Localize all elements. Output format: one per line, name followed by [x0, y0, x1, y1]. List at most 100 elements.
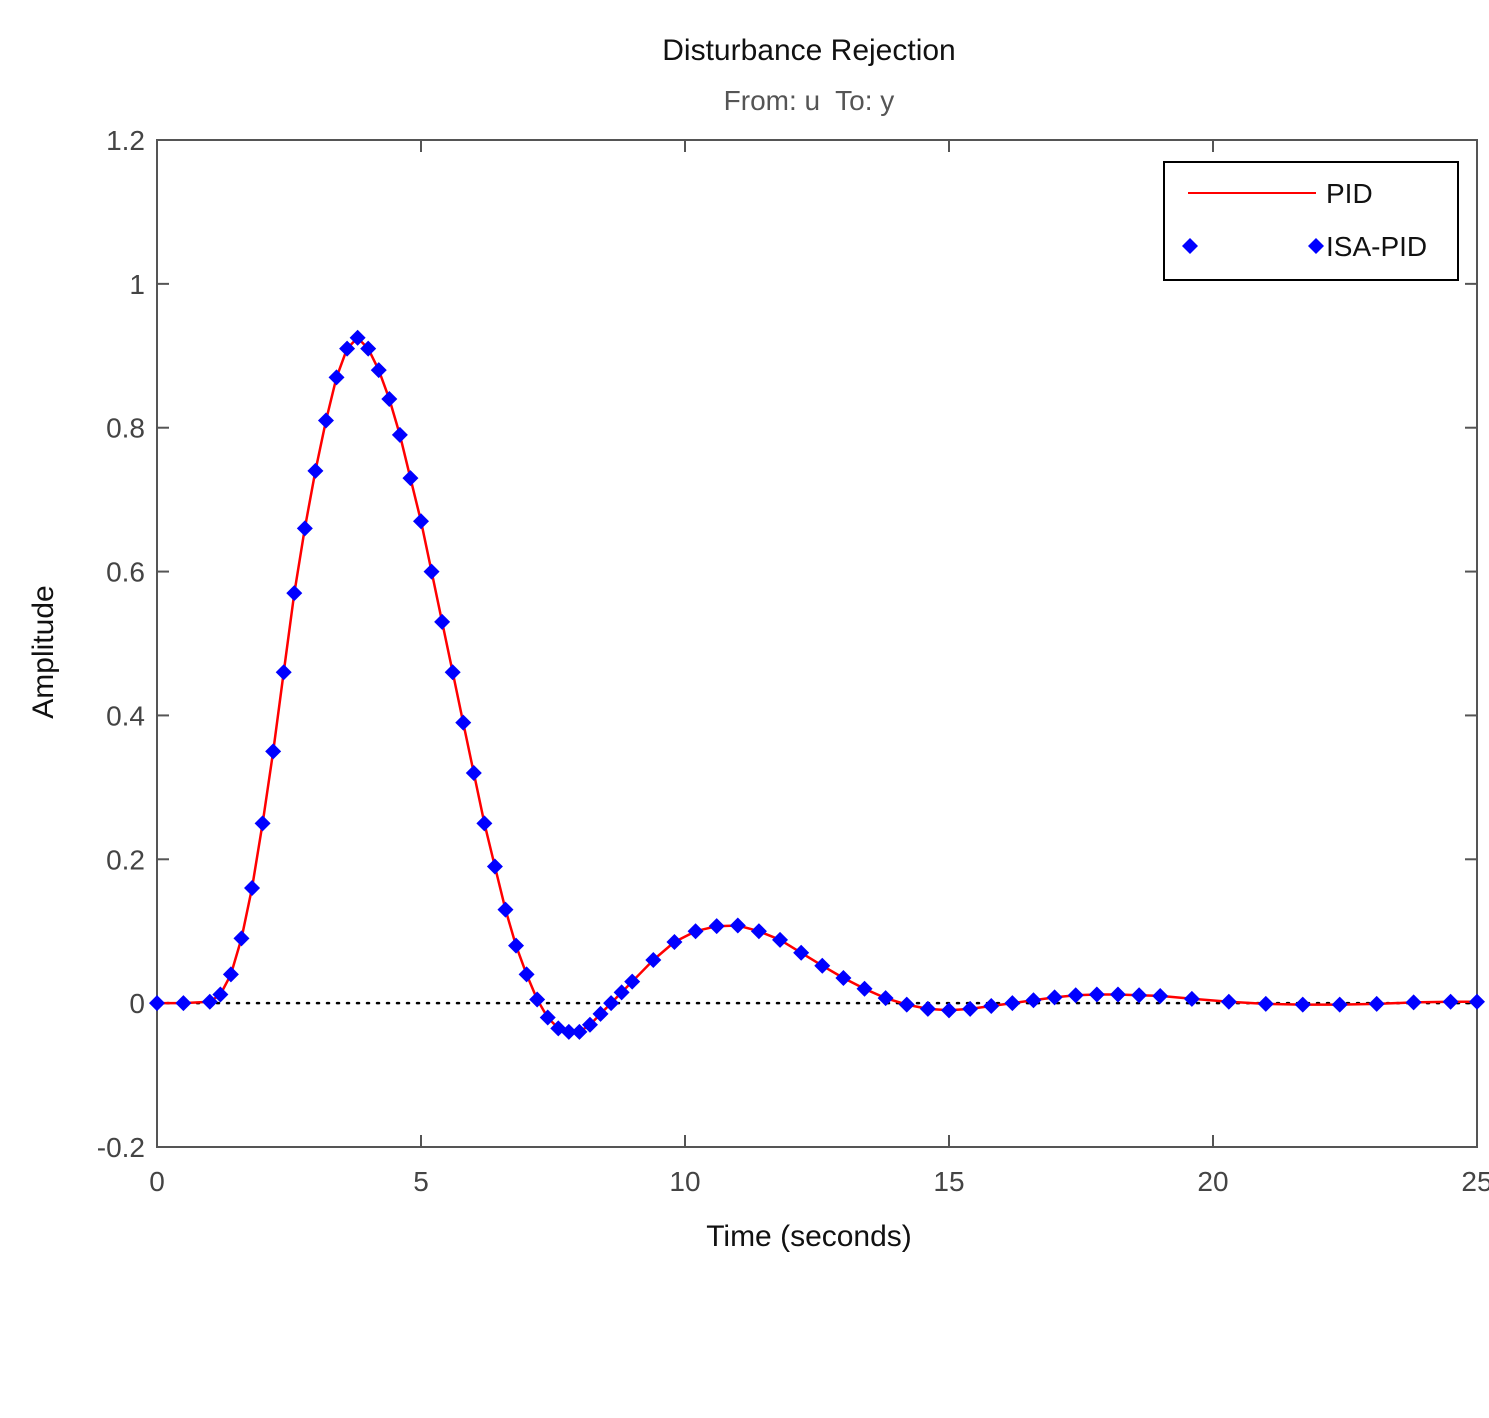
- isa-pid-point: [465, 764, 482, 781]
- isa-pid-point: [518, 966, 535, 983]
- plot-area: 0 5 10 15 20 25-0.200.20.40.60.811.2: [97, 125, 1489, 1197]
- isa-pid-point: [1131, 987, 1148, 1004]
- isa-pid-point: [381, 390, 398, 407]
- isa-pid-point: [212, 986, 229, 1003]
- x-tick-label: 5: [413, 1166, 429, 1197]
- x-tick-label: 10: [669, 1166, 700, 1197]
- isa-pid-point: [149, 995, 165, 1012]
- isa-pid-point: [624, 973, 641, 990]
- legend-swatch-isa-pid-end: [1308, 238, 1324, 254]
- isa-pid-point: [497, 901, 514, 918]
- chart-title: Disturbance Rejection: [662, 34, 955, 67]
- isa-pid-point: [317, 412, 334, 429]
- series-layer: [149, 329, 1485, 1040]
- isa-pid-point: [1152, 987, 1169, 1004]
- isa-pid-point: [1469, 993, 1485, 1010]
- isa-pid-point: [1294, 996, 1311, 1013]
- y-axis-label: Amplitude: [27, 585, 60, 718]
- isa-pid-point: [360, 340, 377, 357]
- isa-pid-point: [666, 934, 683, 951]
- isa-pid-point: [962, 1000, 979, 1017]
- isa-pid-point: [1109, 986, 1126, 1003]
- x-tick-label: 0: [149, 1166, 165, 1197]
- legend-label-pid: PID: [1326, 178, 1373, 209]
- isa-pid-point: [613, 984, 630, 1001]
- y-tick-label: 0: [129, 988, 145, 1019]
- isa-pid-point: [1183, 990, 1200, 1007]
- isa-pid-point: [476, 815, 493, 832]
- isa-pid-point: [529, 991, 546, 1008]
- isa-pid-point: [645, 951, 662, 968]
- axes-frame: [156, 139, 1478, 1148]
- isa-pid-point: [729, 917, 746, 934]
- isa-pid-point: [307, 462, 324, 479]
- isa-pid-point: [592, 1005, 609, 1022]
- isa-pid-point: [856, 980, 873, 997]
- isa-pid-point: [793, 944, 810, 961]
- isa-pid-point: [814, 957, 831, 974]
- isa-pid-point: [423, 563, 440, 580]
- isa-pid-point: [919, 1000, 936, 1017]
- isa-pid-point: [275, 664, 292, 681]
- isa-pid-point: [750, 923, 767, 940]
- y-tick-label: 0.8: [106, 413, 145, 444]
- legend-label-isa-pid: ISA-PID: [1326, 231, 1427, 262]
- x-axis-label: Time (seconds): [706, 1220, 912, 1253]
- isa-pid-point: [1331, 996, 1348, 1013]
- chart-subtitle: From: u To: y: [724, 85, 895, 116]
- isa-pid-point: [391, 426, 408, 443]
- isa-pid-point: [175, 995, 192, 1012]
- isa-pid-point: [539, 1009, 556, 1026]
- y-tick-label: 0.6: [106, 557, 145, 588]
- isa-pid-point: [1220, 993, 1237, 1010]
- isa-pid-point: [1257, 995, 1274, 1012]
- isa-pid-point: [603, 995, 620, 1012]
- legend-swatch-isa-pid: [1182, 238, 1198, 254]
- isa-pid-point: [687, 923, 704, 940]
- x-tick-label: 20: [1197, 1166, 1228, 1197]
- isa-pid-point: [772, 931, 789, 948]
- isa-pid-point: [508, 937, 525, 954]
- isa-pid-point: [222, 966, 239, 983]
- isa-pid-point: [486, 858, 503, 875]
- isa-pid-point: [835, 969, 852, 986]
- isa-pid-point: [434, 613, 451, 630]
- isa-pid-point: [370, 362, 387, 379]
- isa-pid-point: [455, 714, 472, 731]
- isa-pid-point: [402, 470, 419, 487]
- isa-pid-point: [708, 918, 725, 935]
- series-isa-pid: [149, 329, 1485, 1040]
- isa-pid-point: [413, 513, 429, 530]
- isa-pid-point: [1046, 989, 1063, 1006]
- isa-pid-point: [898, 996, 915, 1013]
- y-tick-label: -0.2: [97, 1132, 145, 1163]
- isa-pid-point: [296, 520, 313, 537]
- x-tick-label: 25: [1461, 1166, 1489, 1197]
- isa-pid-point: [233, 930, 250, 947]
- isa-pid-point: [201, 993, 218, 1010]
- isa-pid-point: [1442, 993, 1459, 1010]
- legend: PID ISA-PID: [1163, 161, 1459, 281]
- isa-pid-point: [444, 664, 461, 681]
- isa-pid-point: [581, 1016, 598, 1033]
- legend-box: [1163, 161, 1459, 281]
- y-tick-label: 1.2: [106, 125, 145, 156]
- isa-pid-point: [1088, 986, 1105, 1003]
- isa-pid-point: [877, 990, 894, 1007]
- isa-pid-point: [244, 880, 261, 897]
- isa-pid-point: [1368, 995, 1385, 1012]
- isa-pid-point: [571, 1023, 588, 1040]
- y-tick-label: 1: [129, 269, 145, 300]
- isa-pid-point: [983, 998, 1000, 1015]
- isa-pid-point: [560, 1023, 577, 1040]
- isa-pid-point: [1004, 995, 1021, 1012]
- isa-pid-point: [286, 585, 303, 602]
- isa-pid-point: [265, 743, 282, 760]
- isa-pid-point: [349, 329, 366, 346]
- isa-pid-point: [1067, 987, 1084, 1004]
- isa-pid-point: [1405, 994, 1422, 1011]
- ticks-layer: 0 5 10 15 20 25-0.200.20.40.60.811.2: [97, 125, 1489, 1197]
- y-tick-label: 0.2: [106, 844, 145, 875]
- isa-pid-point: [328, 369, 345, 386]
